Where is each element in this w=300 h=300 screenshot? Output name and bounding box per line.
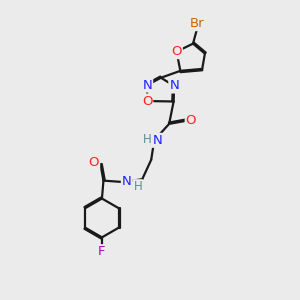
- Text: Br: Br: [190, 17, 205, 30]
- Text: N: N: [169, 80, 179, 92]
- Text: O: O: [186, 114, 196, 128]
- Text: N: N: [142, 79, 152, 92]
- Text: N: N: [122, 175, 132, 188]
- Text: H: H: [134, 180, 142, 193]
- Text: N: N: [152, 134, 162, 147]
- Text: H: H: [143, 133, 152, 146]
- Text: O: O: [171, 45, 182, 58]
- Text: O: O: [88, 156, 99, 169]
- Text: F: F: [98, 245, 106, 258]
- Text: O: O: [142, 94, 152, 107]
